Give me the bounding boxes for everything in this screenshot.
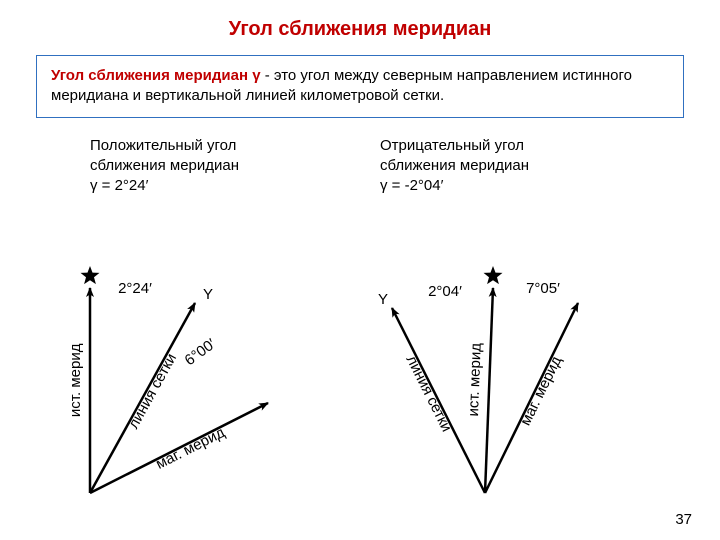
angle-label: 2°24′ — [118, 280, 152, 297]
diagrams-svg: ист. мерид линия сетки Yмаг. мерид 2°24′ 6°0… — [0, 238, 720, 518]
left-diagram: ист. мерид линия сетки Yмаг. мерид 2°24′ 6°0… — [67, 266, 268, 493]
captions-row: Положительный угол сближения меридиан γ … — [0, 136, 720, 197]
true-arrow — [485, 288, 493, 493]
left-caption: Положительный угол сближения меридиан γ … — [90, 136, 370, 197]
left-caption-line2: сближения меридиан — [90, 157, 239, 174]
right-caption-line2: сближения меридиан — [380, 157, 529, 174]
right-caption: Отрицательный угол сближения меридиан γ … — [380, 136, 660, 197]
mag-label: маг. мерид — [517, 353, 565, 428]
angle-label: 2°04′ — [428, 283, 462, 300]
right-caption-line3: γ = -2°04′ — [380, 177, 443, 194]
angle-label: 7°05′ — [526, 280, 560, 297]
left-caption-line1: Положительный угол — [90, 137, 236, 154]
page-number: 37 — [675, 511, 692, 528]
right-diagram: линия сетки Yист. мерид маг. мерид 2°04′ 7°0… — [378, 266, 578, 493]
north-star-icon — [81, 266, 100, 284]
y-marker: Y — [378, 291, 388, 308]
mag-label: маг. мерид — [153, 424, 228, 473]
north-star-icon — [484, 266, 503, 284]
definition-term: Угол сближения меридиан γ — [51, 67, 261, 84]
y-marker: Y — [203, 286, 213, 303]
true-label: ист. мерид — [465, 342, 485, 416]
grid-label: линия сетки — [403, 353, 456, 435]
grid-label: линия сетки — [125, 351, 180, 432]
page-title: Угол сближения меридиан — [0, 0, 720, 41]
angle-label: 6°00′ — [182, 335, 220, 369]
true-label: ист. мерид — [67, 343, 84, 417]
right-caption-line1: Отрицательный угол — [380, 137, 524, 154]
left-caption-line3: γ = 2°24′ — [90, 177, 148, 194]
definition-box: Угол сближения меридиан γ - это угол меж… — [36, 55, 684, 118]
